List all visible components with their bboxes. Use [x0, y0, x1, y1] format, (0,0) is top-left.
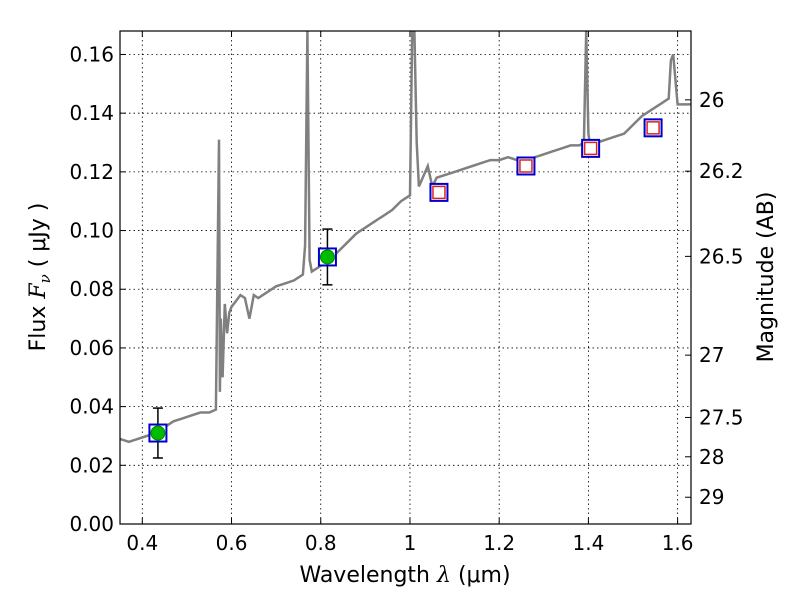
- mag-tick-label: 27.5: [699, 405, 744, 429]
- plot-frame: [119, 30, 692, 525]
- synthetic-marker: [646, 121, 660, 135]
- photometry-point: [319, 249, 335, 265]
- y2-axis-label: Magnitude (AB): [754, 192, 779, 363]
- synthetic-marker: [583, 141, 598, 156]
- x-tick-label: 0.4: [126, 531, 158, 555]
- x-tick-label: 0.6: [216, 531, 248, 555]
- y-tick-label: 0.10: [69, 219, 114, 243]
- synthetic-marker: [432, 185, 446, 200]
- photometry-point: [150, 425, 166, 441]
- axis-ticks: [120, 31, 691, 525]
- y-tick-label: 0.14: [69, 101, 114, 125]
- y-tick-label: 0.16: [69, 42, 114, 66]
- x-axis-label: Wavelength λ (μm): [299, 563, 510, 588]
- mag-tick-label: 28: [699, 445, 724, 469]
- y-tick-label: 0.06: [69, 336, 114, 360]
- mag-tick-label: 26.5: [699, 244, 744, 268]
- tick-labels: 0.4 0.6 0.8 1 1.2 1.4 1.6 0.00 0.02 0.04 0.06 0.08 0…: [69, 42, 743, 555]
- x-tick-label: 1.4: [572, 531, 604, 555]
- mag-tick-label: 26: [699, 88, 724, 112]
- spectrum-line: [120, 31, 691, 444]
- error-bars: [152, 228, 333, 459]
- mag-tick-label: 29: [699, 485, 724, 509]
- y-tick-label: 0.12: [69, 160, 114, 184]
- y-tick-label: 0.02: [69, 453, 114, 477]
- y-tick-label: 0.00: [69, 512, 114, 536]
- x-tick-label: 1: [404, 531, 417, 555]
- mag-tick-label: 27: [699, 343, 724, 367]
- x-tick-label: 1.6: [662, 531, 694, 555]
- y-axis-label: Flux Fν ( μJy ): [26, 203, 54, 352]
- x-tick-label: 0.8: [305, 531, 337, 555]
- synthetic-marker: [519, 159, 533, 173]
- data-points: [148, 118, 663, 443]
- y-tick-label: 0.04: [69, 395, 114, 419]
- mag-tick-label: 26.2: [699, 159, 744, 183]
- plot-area: [120, 31, 691, 459]
- y-tick-label: 0.08: [69, 277, 114, 301]
- x-tick-label: 1.2: [483, 531, 515, 555]
